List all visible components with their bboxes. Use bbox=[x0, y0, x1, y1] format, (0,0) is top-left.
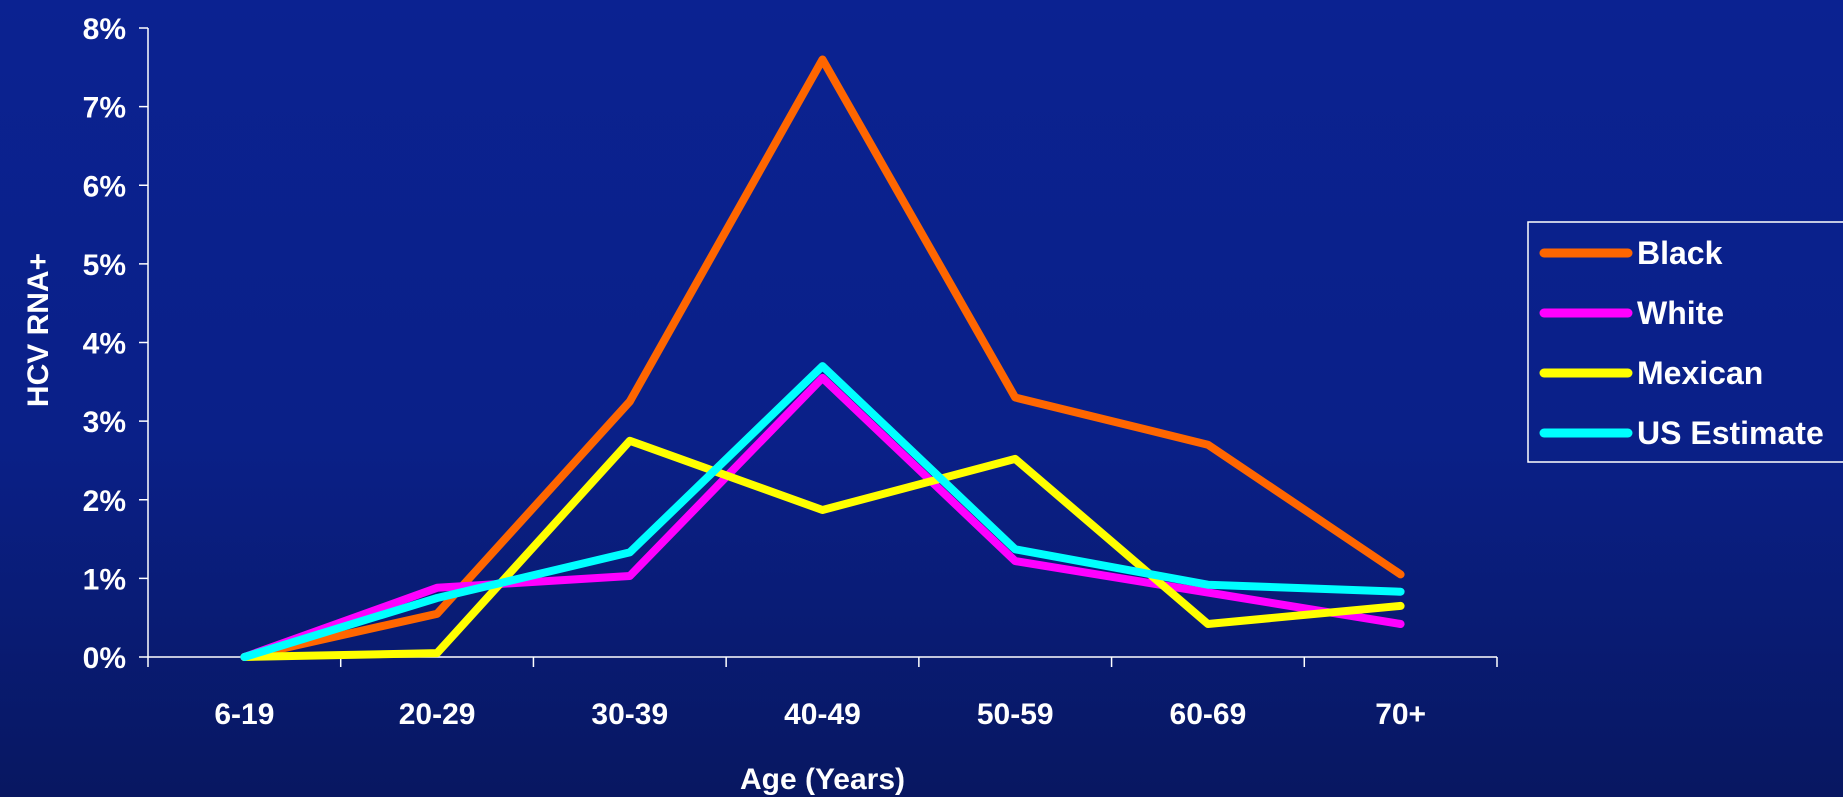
y-axis-title: HCV RNA+ bbox=[22, 253, 55, 407]
x-axis-ticks: 6-19 20-29 30-39 40-49 50-59 60-69 70+ bbox=[147, 657, 1498, 731]
y-tick-label: 0% bbox=[83, 642, 126, 675]
x-tick-label: 20-29 bbox=[399, 698, 476, 731]
series-line-black bbox=[240, 55, 1405, 661]
y-tick-label: 7% bbox=[83, 92, 126, 125]
x-tick-label: 60-69 bbox=[1170, 698, 1247, 731]
y-tick-label: 3% bbox=[83, 406, 126, 439]
x-tick-label: 50-59 bbox=[977, 698, 1054, 731]
x-tick-label: 30-39 bbox=[591, 698, 668, 731]
y-tick-label: 4% bbox=[83, 328, 126, 361]
y-axis-ticks: 0% 1% 2% 3% 4% 5% 6% 7% 8% bbox=[83, 13, 148, 675]
legend-label: Mexican bbox=[1637, 355, 1763, 391]
legend-label: Black bbox=[1637, 235, 1723, 271]
series-lines bbox=[240, 55, 1405, 661]
x-tick-label: 40-49 bbox=[784, 698, 861, 731]
x-axis-title: Age (Years) bbox=[740, 763, 905, 796]
y-tick-label: 5% bbox=[83, 249, 126, 282]
legend: Black White Mexican US Estimate bbox=[1527, 221, 1843, 463]
y-tick-label: 8% bbox=[83, 13, 126, 46]
y-tick-label: 2% bbox=[83, 485, 126, 518]
y-tick-label: 6% bbox=[83, 170, 126, 203]
series-line-mexican bbox=[240, 436, 1405, 661]
legend-label: US Estimate bbox=[1637, 415, 1824, 451]
x-tick-label: 6-19 bbox=[214, 698, 274, 731]
series-line-us-estimate bbox=[240, 362, 1405, 661]
legend-box bbox=[1527, 221, 1843, 463]
legend-label: White bbox=[1637, 295, 1724, 331]
y-tick-label: 1% bbox=[83, 563, 126, 596]
series-line-white bbox=[240, 373, 1405, 661]
x-tick-label: 70+ bbox=[1375, 698, 1426, 731]
chart-axes bbox=[147, 28, 1497, 658]
